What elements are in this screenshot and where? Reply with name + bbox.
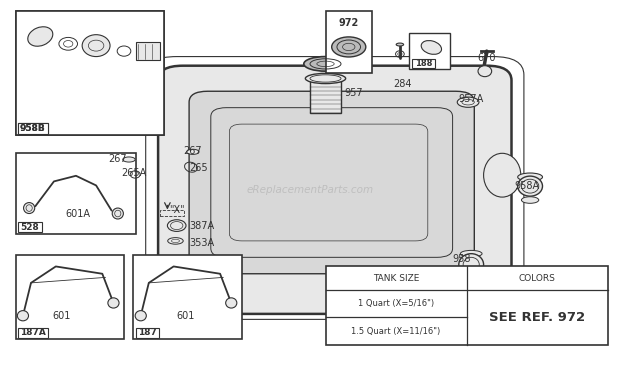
FancyBboxPatch shape <box>189 91 474 274</box>
Ellipse shape <box>24 203 35 214</box>
Ellipse shape <box>167 220 186 231</box>
Ellipse shape <box>306 73 346 84</box>
Ellipse shape <box>108 298 119 308</box>
Bar <box>136 328 159 338</box>
Text: 958A: 958A <box>515 181 540 191</box>
Bar <box>18 328 48 338</box>
Bar <box>18 123 48 134</box>
Bar <box>326 266 608 345</box>
Ellipse shape <box>167 238 184 244</box>
Text: 957: 957 <box>344 88 363 98</box>
Bar <box>160 210 184 216</box>
Ellipse shape <box>464 276 479 283</box>
Text: 601: 601 <box>53 311 71 321</box>
Text: 267: 267 <box>183 146 202 157</box>
Bar <box>133 255 242 339</box>
Bar <box>16 11 164 135</box>
Text: 972: 972 <box>339 18 359 28</box>
Text: 957A: 957A <box>459 93 484 104</box>
Text: 670: 670 <box>477 53 496 64</box>
Ellipse shape <box>226 298 237 308</box>
Text: 601: 601 <box>177 311 195 321</box>
Ellipse shape <box>484 153 521 197</box>
Ellipse shape <box>17 311 29 321</box>
Bar <box>310 78 341 113</box>
Text: 1.5 Quart (X=11/16"): 1.5 Quart (X=11/16") <box>352 327 441 336</box>
Text: 353A: 353A <box>189 238 215 248</box>
Text: "X": "X" <box>169 205 184 215</box>
Ellipse shape <box>518 173 542 181</box>
Bar <box>18 222 42 232</box>
Ellipse shape <box>478 66 492 77</box>
Ellipse shape <box>460 250 482 257</box>
Ellipse shape <box>421 41 441 54</box>
Text: COLORS: COLORS <box>519 274 556 283</box>
Bar <box>16 255 124 339</box>
Bar <box>16 11 164 135</box>
Text: SEE REF. 972: SEE REF. 972 <box>489 311 585 324</box>
Ellipse shape <box>521 197 539 203</box>
Text: 528: 528 <box>20 223 39 231</box>
Ellipse shape <box>304 57 347 71</box>
Bar <box>326 11 372 73</box>
Bar <box>412 59 435 68</box>
Ellipse shape <box>396 43 404 46</box>
Bar <box>409 33 450 69</box>
Ellipse shape <box>518 176 542 196</box>
Text: eReplacementParts.com: eReplacementParts.com <box>246 185 374 195</box>
Text: 187A: 187A <box>20 328 46 337</box>
Ellipse shape <box>123 157 135 162</box>
FancyBboxPatch shape <box>158 66 512 314</box>
Bar <box>18 123 48 134</box>
Text: TANK SIZE: TANK SIZE <box>373 274 419 283</box>
Ellipse shape <box>458 97 479 107</box>
Ellipse shape <box>82 35 110 57</box>
Text: 188: 188 <box>415 59 432 68</box>
Text: 267: 267 <box>108 154 127 164</box>
Text: 284: 284 <box>394 79 412 89</box>
Bar <box>136 42 160 60</box>
Ellipse shape <box>112 208 123 219</box>
Bar <box>16 153 136 234</box>
Text: 601A: 601A <box>65 208 90 219</box>
Text: 187: 187 <box>138 328 157 337</box>
Ellipse shape <box>28 27 53 46</box>
Text: 1 Quart (X=5/16"): 1 Quart (X=5/16") <box>358 299 434 308</box>
Ellipse shape <box>135 311 146 321</box>
Text: 387A: 387A <box>189 221 215 231</box>
Text: 958: 958 <box>453 254 471 264</box>
Text: 958B: 958B <box>20 124 46 133</box>
Ellipse shape <box>332 37 366 57</box>
Ellipse shape <box>187 149 199 154</box>
Text: 265A: 265A <box>121 168 146 178</box>
Ellipse shape <box>459 254 484 276</box>
Text: 958B: 958B <box>20 124 46 133</box>
Text: 265: 265 <box>189 163 208 173</box>
